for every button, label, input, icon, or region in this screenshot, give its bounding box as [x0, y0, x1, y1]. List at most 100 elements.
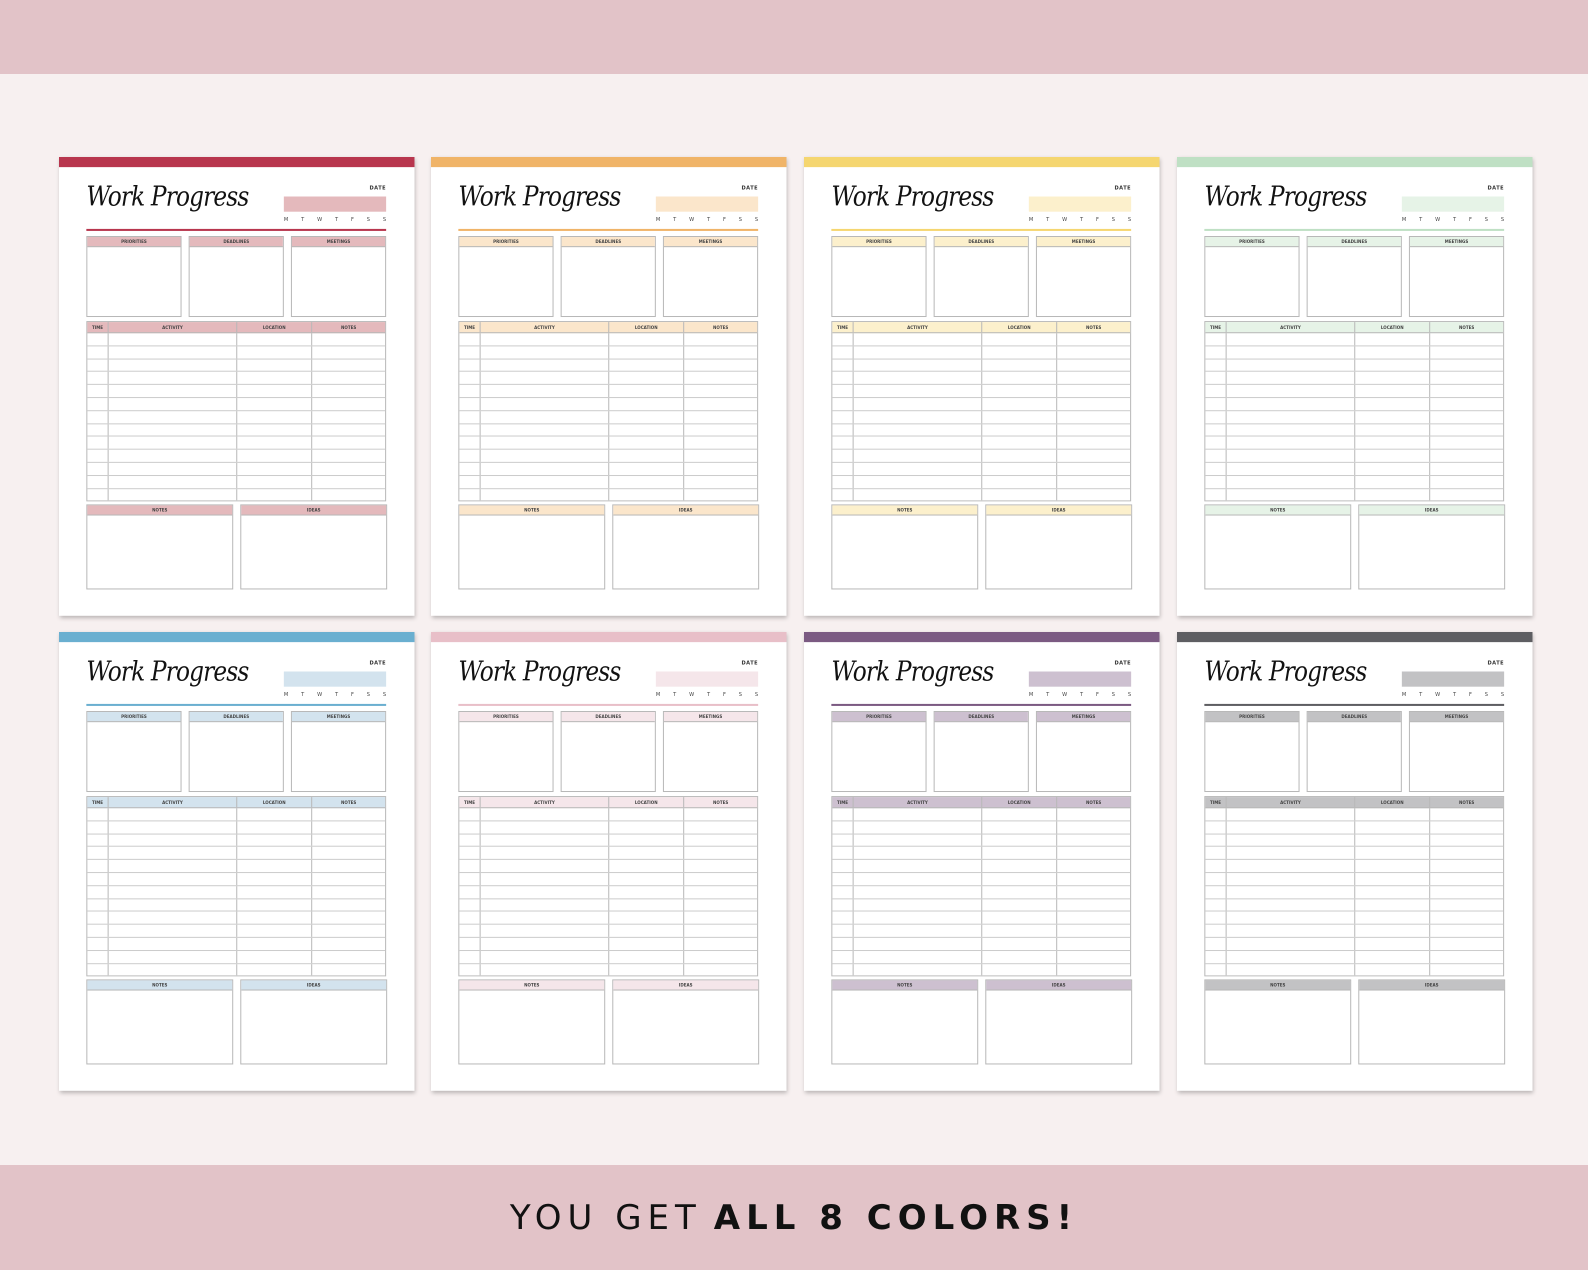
date-field	[283, 671, 387, 687]
color-bar	[431, 632, 787, 643]
table-row	[87, 821, 386, 835]
planner-card: Work Progress DATE M T W T F S S PRIORITIES DEADLI…	[804, 632, 1160, 1091]
section-header: NOTES	[459, 980, 605, 991]
table-row	[87, 488, 386, 502]
table-row	[459, 821, 758, 835]
table-header: TIME ACTIVITY LOCATION NOTES	[1205, 797, 1504, 809]
column-header: LOCATION	[609, 797, 685, 808]
weekday: M	[1401, 691, 1407, 698]
column-header: ACTIVITY	[109, 322, 238, 333]
section-box: MEETINGS	[662, 235, 759, 318]
color-bar	[431, 157, 787, 168]
table-header: TIME ACTIVITY LOCATION NOTES	[459, 797, 758, 809]
section-header: PRIORITIES	[832, 712, 926, 723]
section-box: PRIORITIES	[1204, 710, 1300, 793]
column-header: TIME	[1205, 797, 1227, 808]
planner-card: Work Progress DATE M T W T F S S PRIORITIES DEADLI…	[1177, 632, 1533, 1091]
schedule-table: TIME ACTIVITY LOCATION NOTES	[831, 321, 1132, 502]
table-row	[459, 963, 758, 977]
weekday: T	[673, 691, 677, 698]
section-header: IDEAS	[986, 505, 1132, 516]
weekday: M	[1028, 216, 1034, 223]
weekday: W	[1062, 691, 1068, 698]
section-box: DEADLINES	[560, 710, 656, 793]
table-row	[459, 449, 758, 463]
table-row	[87, 475, 386, 489]
weekday: M	[655, 216, 661, 223]
table-row	[832, 333, 1131, 347]
column-header: ACTIVITY	[481, 797, 610, 808]
column-header: NOTES	[1086, 799, 1102, 805]
table-row	[1205, 372, 1504, 386]
section-header: DEADLINES	[1307, 712, 1401, 723]
section-box: IDEAS	[612, 504, 760, 590]
planner-title: Work Progress	[86, 656, 249, 688]
section-box: IDEAS	[240, 979, 388, 1065]
weekday: W	[689, 216, 695, 223]
section-header: DEADLINES	[189, 237, 283, 248]
section-header: PRIORITIES	[459, 237, 553, 248]
table-row	[87, 462, 386, 476]
section-header: MEETINGS	[1036, 237, 1131, 248]
section-header: NOTES	[87, 980, 233, 991]
section-box: PRIORITIES	[86, 235, 182, 318]
table-row	[87, 410, 386, 424]
table-row	[832, 950, 1131, 964]
title-rule	[458, 703, 759, 706]
date-label: DATE	[741, 185, 759, 192]
section-header: MEETINGS	[663, 712, 758, 723]
table-row	[87, 937, 386, 951]
section-box: IDEAS	[985, 979, 1133, 1065]
table-row	[459, 372, 758, 386]
table-row	[832, 808, 1131, 822]
section-header: MEETINGS	[291, 237, 386, 248]
weekday: W	[317, 216, 323, 223]
weekday: F	[1095, 216, 1099, 223]
section-box: DEADLINES	[933, 710, 1029, 793]
column-header: ACTIVITY	[854, 322, 983, 333]
weekday: T	[1046, 691, 1050, 698]
table-row	[832, 847, 1131, 861]
date-field	[1401, 671, 1505, 687]
color-bar	[1177, 157, 1533, 168]
title-rule	[86, 703, 387, 706]
tagline-emphasis: ALL 8 COLORS!	[713, 1197, 1079, 1238]
section-box: MEETINGS	[1408, 710, 1505, 793]
planner-title: Work Progress	[1204, 656, 1367, 688]
planner-page: Work Progress DATE M T W T F S S PRIORITIES DEADLI…	[1177, 632, 1533, 1091]
top-band	[0, 0, 1588, 74]
weekday: T	[334, 691, 339, 698]
weekday: S	[1127, 691, 1132, 698]
table-row	[87, 449, 386, 463]
table-header: TIME ACTIVITY LOCATION NOTES	[87, 797, 386, 809]
planner-page: Work Progress DATE M T W T F S S PRIORITIES DEADLI…	[59, 632, 415, 1091]
section-box: NOTES	[86, 979, 234, 1065]
weekday: S	[1484, 691, 1489, 698]
table-header: TIME ACTIVITY LOCATION NOTES	[459, 322, 758, 334]
section-header: MEETINGS	[1409, 712, 1504, 723]
table-row	[459, 333, 758, 347]
table-header: TIME ACTIVITY LOCATION NOTES	[832, 322, 1131, 334]
planner-title: Work Progress	[458, 181, 621, 213]
weekday: M	[1028, 691, 1034, 698]
section-header: DEADLINES	[934, 237, 1028, 248]
table-row	[1205, 873, 1504, 886]
column-header: NOTES	[1459, 799, 1475, 805]
color-bar	[59, 157, 415, 168]
table-row	[87, 950, 386, 964]
table-row	[832, 488, 1131, 502]
section-box: MEETINGS	[290, 235, 387, 318]
table-row	[1205, 885, 1504, 899]
date-field	[1401, 196, 1505, 212]
planner-title: Work Progress	[86, 181, 249, 213]
date-field	[655, 671, 759, 687]
table-row	[1205, 385, 1504, 399]
column-header: NOTES	[341, 799, 357, 805]
table-row	[87, 860, 386, 874]
weekday: T	[673, 216, 677, 223]
table-row	[1205, 924, 1504, 938]
section-box: PRIORITIES	[831, 710, 927, 793]
schedule-table: TIME ACTIVITY LOCATION NOTES	[458, 796, 759, 977]
column-header: LOCATION	[982, 322, 1058, 333]
weekday: T	[1046, 216, 1050, 223]
